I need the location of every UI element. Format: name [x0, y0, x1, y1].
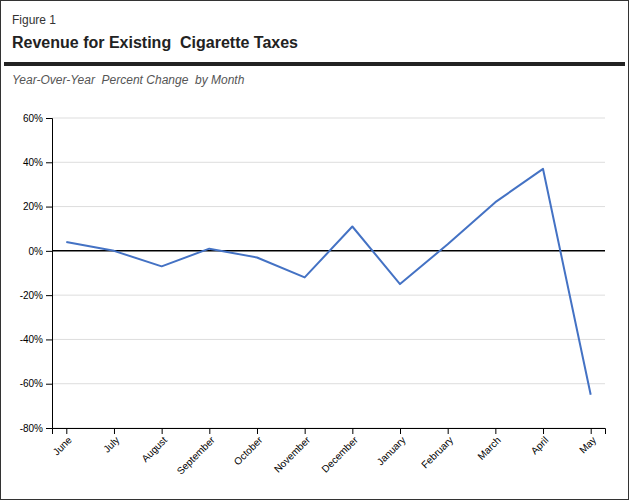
tick-label: 60%: [23, 113, 43, 124]
tick-mark: [209, 428, 210, 434]
grid-line: [52, 295, 605, 296]
tick-mark: [46, 207, 52, 208]
tick-label: April: [529, 434, 551, 456]
title: Revenue for Existing Cigarette Taxes: [12, 34, 298, 51]
tick-label: September: [175, 434, 218, 477]
line: [66, 169, 590, 395]
tick-mark: [591, 428, 592, 434]
grid-line: [52, 206, 605, 207]
tick-mark: [162, 428, 163, 434]
tick: 20%: [23, 201, 52, 212]
tick-label: July: [101, 434, 121, 454]
tick: July: [101, 428, 121, 455]
tick-label: March: [475, 434, 502, 461]
tick-label: August: [139, 434, 169, 464]
tick-mark: [448, 428, 449, 434]
tick-label: 0%: [29, 246, 44, 257]
tick-mark: [305, 428, 306, 434]
tick-mark: [495, 428, 496, 434]
tick-mark: [257, 428, 258, 434]
chart: Figure 1 Revenue for Existing Cigarette T…: [0, 0, 629, 500]
tick-mark: [46, 384, 52, 385]
tick: -40%: [20, 334, 52, 345]
tick-mark: [400, 428, 401, 434]
tick-label: October: [232, 434, 265, 467]
tick: January: [375, 428, 408, 467]
tick: 0%: [29, 246, 52, 257]
tick-label: November: [272, 434, 313, 475]
tick-label: -60%: [20, 378, 43, 389]
x-axis: June July AugustSeptember OctoberNovemberDe…: [51, 428, 606, 477]
tick: December: [320, 428, 361, 475]
tick: June: [51, 428, 74, 457]
grid-line: [52, 118, 605, 119]
tick: October: [232, 428, 265, 467]
tick: -60%: [20, 378, 52, 389]
tick: August: [139, 428, 169, 464]
tick-label: December: [320, 434, 361, 475]
axis-line: [53, 429, 606, 435]
tick: April: [529, 428, 551, 456]
plot: -80% -60% -40% -20% 0% 20% 40% 60% June July Augus…: [20, 113, 606, 477]
tick-mark: [46, 428, 52, 429]
tick-label: May: [577, 434, 598, 455]
tick: November: [272, 428, 313, 475]
grid-line: [52, 339, 605, 340]
tick-mark: [352, 428, 353, 434]
subtitle: Year-Over-Year Percent Change by Month: [12, 73, 245, 87]
tick: May: [577, 428, 598, 456]
tick-mark: [46, 162, 52, 163]
tick-mark: [46, 295, 52, 296]
axis-line: [46, 119, 53, 429]
tick-mark: [46, 118, 52, 119]
tick-mark: [114, 428, 115, 434]
tick: -20%: [20, 290, 52, 301]
tick: 60%: [23, 113, 52, 124]
marks: [66, 169, 590, 395]
grid: [52, 118, 605, 428]
tick-label: -20%: [20, 290, 43, 301]
tick-label: -80%: [20, 423, 43, 434]
separator: [4, 62, 625, 66]
grid-line: [52, 383, 605, 384]
tick: September: [175, 428, 218, 477]
tick-label: February: [419, 434, 455, 470]
tick-mark: [543, 428, 544, 434]
tick-label: January: [375, 434, 408, 467]
y-axis: -80% -60% -40% -20% 0% 20% 40% 60%: [20, 113, 53, 434]
annotation: Figure 1: [12, 13, 56, 27]
tick: February: [419, 428, 455, 470]
tick: 40%: [23, 157, 52, 168]
tick-label: -40%: [20, 334, 43, 345]
tick-label: 20%: [23, 201, 43, 212]
tick-mark: [66, 428, 67, 434]
grid-line: [52, 162, 605, 163]
tick-label: June: [51, 434, 74, 457]
border: [1, 1, 629, 500]
tick-label: 40%: [23, 157, 43, 168]
tick: -80%: [20, 423, 52, 434]
tick-mark: [46, 251, 52, 252]
tick-mark: [46, 339, 52, 340]
tick: March: [475, 428, 502, 462]
